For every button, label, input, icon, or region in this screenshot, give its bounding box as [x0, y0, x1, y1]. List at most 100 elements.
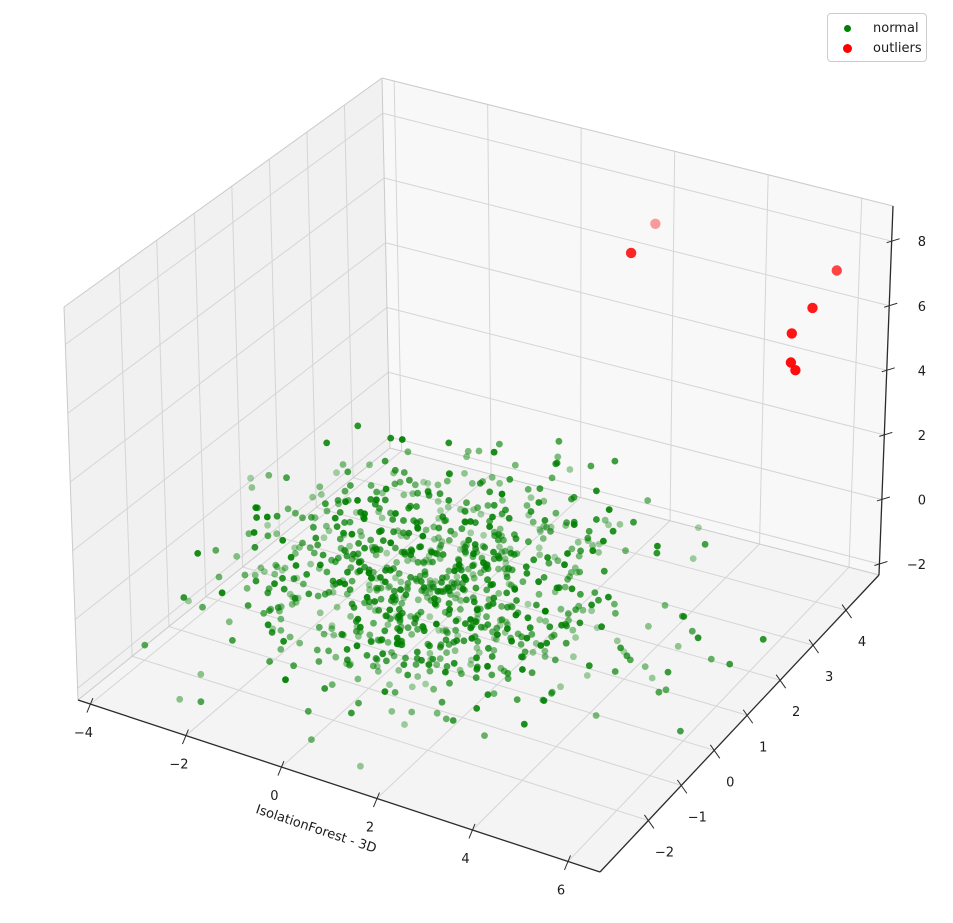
normal-point [257, 564, 265, 572]
grid-line-x-bottom [472, 543, 760, 831]
normal-point [504, 621, 511, 628]
normal-point [367, 637, 375, 645]
normal-point [325, 527, 333, 535]
normal-point [452, 626, 459, 634]
normal-point [435, 534, 442, 542]
z-tick-label: 6 [918, 300, 926, 315]
normal-point [390, 469, 397, 477]
normal-point [463, 453, 470, 461]
normal-point [542, 607, 549, 615]
normal-point [541, 647, 549, 655]
normal-point [547, 528, 554, 535]
normal-point [348, 577, 356, 585]
normal-point [505, 514, 513, 522]
normal-point [513, 597, 520, 604]
normal-point [315, 623, 323, 631]
normal-point [341, 580, 349, 588]
normal-point [277, 627, 285, 634]
normal-point [555, 584, 563, 592]
normal-point [434, 498, 442, 505]
y-tick-label: 3 [825, 670, 833, 685]
normal-point [343, 552, 351, 560]
normal-point [313, 646, 321, 654]
normal-point [420, 558, 427, 566]
normal-point [272, 561, 280, 569]
normal-point [387, 539, 395, 547]
normal-point [593, 624, 601, 632]
normal-point [501, 555, 509, 563]
normal-point [529, 648, 537, 656]
normal-point [392, 544, 399, 552]
normal-point [266, 607, 273, 614]
normal-point [361, 544, 368, 552]
normal-point [485, 644, 492, 652]
y-tick [775, 674, 787, 689]
normal-point [568, 545, 576, 553]
normal-point [341, 487, 349, 495]
normal-point [541, 653, 549, 660]
normal-point [354, 675, 362, 683]
normal-point [247, 474, 255, 482]
right-pane [382, 78, 893, 575]
pane-edge [381, 77, 391, 449]
normal-point [585, 527, 593, 535]
normal-point [483, 613, 490, 621]
normal-point [490, 448, 498, 456]
normal-point [605, 506, 613, 513]
x-tick [564, 855, 571, 871]
normal-point [653, 549, 661, 557]
normal-point [286, 633, 294, 641]
normal-point [605, 593, 612, 601]
normal-point [504, 675, 512, 682]
normal-point [320, 534, 328, 542]
normal-point [500, 667, 508, 675]
normal-point [376, 528, 383, 536]
normal-point [426, 589, 434, 597]
normal-point [648, 674, 656, 682]
normal-point [378, 514, 386, 522]
normal-point [375, 607, 383, 614]
pane-edge [381, 77, 894, 207]
normal-point [472, 618, 480, 626]
normal-point [484, 576, 492, 584]
z-tick [874, 561, 888, 567]
normal-point [425, 661, 433, 668]
normal-point [422, 680, 429, 688]
normal-point [511, 461, 519, 469]
normal-point [480, 559, 487, 567]
normal-point [486, 523, 493, 530]
normal-point [437, 542, 445, 549]
y-tick-label: 0 [726, 775, 734, 790]
normal-point [385, 584, 392, 591]
normal-point [520, 720, 528, 728]
normal-point [551, 656, 559, 664]
normal-point [390, 528, 397, 536]
normal-point [507, 602, 515, 610]
normal-point [393, 640, 401, 648]
normal-point [398, 436, 406, 443]
normal-point [414, 489, 421, 497]
normal-point [554, 557, 562, 565]
y-tick [742, 709, 754, 724]
normal-point [512, 535, 520, 543]
normal-point [524, 486, 532, 493]
normal-point [426, 650, 434, 657]
normal-point [488, 474, 496, 481]
normal-point [339, 461, 347, 468]
normal-point [572, 606, 580, 613]
normal-point [600, 567, 608, 575]
normal-point [312, 534, 320, 542]
normal-point [284, 505, 292, 513]
normal-point [527, 508, 535, 515]
normal-point [434, 596, 442, 604]
normal-point [467, 624, 475, 632]
normal-point [453, 573, 461, 581]
normal-point [572, 634, 579, 641]
normal-point [354, 422, 362, 430]
normal-point [346, 586, 354, 593]
normal-point [333, 523, 341, 530]
normal-point [366, 603, 373, 611]
normal-point [498, 549, 506, 556]
grid-line-y-left [156, 240, 170, 627]
